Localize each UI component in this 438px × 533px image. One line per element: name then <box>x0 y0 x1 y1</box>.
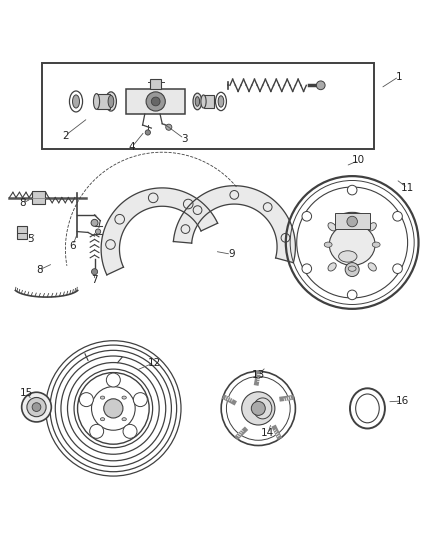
Text: 3: 3 <box>181 134 187 143</box>
Ellipse shape <box>372 242 380 247</box>
Ellipse shape <box>368 263 376 271</box>
Text: 15: 15 <box>19 388 33 398</box>
Ellipse shape <box>348 218 356 223</box>
Ellipse shape <box>328 263 336 271</box>
Ellipse shape <box>122 396 126 399</box>
Circle shape <box>21 392 51 422</box>
Ellipse shape <box>106 92 117 111</box>
Text: 5: 5 <box>27 235 34 245</box>
Text: 14: 14 <box>261 429 275 438</box>
Bar <box>32 191 45 204</box>
Text: 12: 12 <box>148 358 161 368</box>
Circle shape <box>106 373 120 387</box>
Text: 13: 13 <box>252 370 265 380</box>
Text: 2: 2 <box>62 131 69 141</box>
Text: 8: 8 <box>36 265 42 275</box>
Bar <box>150 79 161 89</box>
Circle shape <box>79 393 93 407</box>
Circle shape <box>145 130 150 135</box>
Circle shape <box>27 398 46 417</box>
Ellipse shape <box>93 94 99 109</box>
Ellipse shape <box>329 224 375 265</box>
Ellipse shape <box>348 266 356 271</box>
Circle shape <box>104 399 123 418</box>
Circle shape <box>123 424 137 438</box>
Ellipse shape <box>100 396 105 399</box>
Circle shape <box>95 229 101 234</box>
Ellipse shape <box>201 95 206 108</box>
Ellipse shape <box>122 418 126 421</box>
Circle shape <box>90 424 104 438</box>
Circle shape <box>347 185 357 195</box>
Bar <box>96 94 110 109</box>
Bar <box>17 227 27 239</box>
Ellipse shape <box>339 251 357 262</box>
Ellipse shape <box>343 217 361 224</box>
Bar <box>335 213 370 229</box>
Text: 1: 1 <box>396 71 402 82</box>
Text: 11: 11 <box>401 183 414 193</box>
Circle shape <box>347 290 357 300</box>
Circle shape <box>251 401 265 415</box>
Text: 16: 16 <box>396 396 409 406</box>
Ellipse shape <box>193 93 202 110</box>
Circle shape <box>302 264 311 273</box>
Bar <box>126 89 185 114</box>
Ellipse shape <box>218 96 224 107</box>
Text: 6: 6 <box>69 240 76 251</box>
Polygon shape <box>101 188 218 275</box>
Bar <box>204 95 215 108</box>
Ellipse shape <box>108 95 114 108</box>
Circle shape <box>91 220 98 227</box>
Bar <box>42 63 374 149</box>
Circle shape <box>242 392 275 425</box>
Text: 7: 7 <box>91 276 98 286</box>
Circle shape <box>345 263 359 277</box>
Circle shape <box>151 97 160 106</box>
Circle shape <box>302 212 311 221</box>
Ellipse shape <box>73 95 80 108</box>
Circle shape <box>146 92 165 111</box>
Text: 9: 9 <box>228 249 234 259</box>
Polygon shape <box>173 185 295 263</box>
Text: 10: 10 <box>352 156 365 165</box>
Circle shape <box>316 81 325 90</box>
Ellipse shape <box>336 212 368 229</box>
Text: 8: 8 <box>19 198 26 208</box>
Circle shape <box>393 264 403 273</box>
Ellipse shape <box>368 223 376 231</box>
Circle shape <box>32 403 41 411</box>
Circle shape <box>347 216 357 227</box>
Ellipse shape <box>328 223 336 231</box>
Circle shape <box>166 124 172 130</box>
Circle shape <box>393 212 403 221</box>
Ellipse shape <box>100 418 105 421</box>
Text: 4: 4 <box>128 142 135 152</box>
Circle shape <box>133 393 147 407</box>
Ellipse shape <box>324 242 332 247</box>
Circle shape <box>92 269 98 275</box>
Ellipse shape <box>195 96 200 106</box>
